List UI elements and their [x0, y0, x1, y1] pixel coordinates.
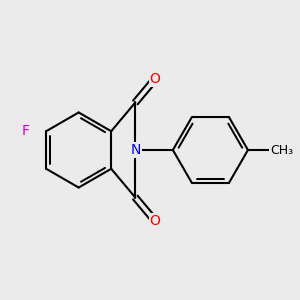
Text: CH₃: CH₃: [271, 143, 294, 157]
Text: O: O: [150, 72, 160, 86]
Text: F: F: [22, 124, 29, 138]
Text: N: N: [130, 143, 140, 157]
Text: O: O: [150, 214, 160, 228]
